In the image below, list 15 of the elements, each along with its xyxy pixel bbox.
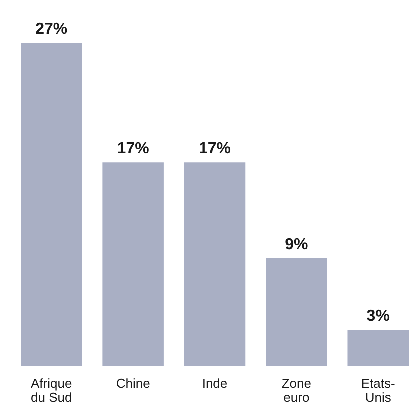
data-label: 17% — [117, 140, 150, 158]
data-label: 3% — [366, 308, 390, 326]
bar — [102, 162, 164, 366]
x-tick-label: Afrique du Sud — [31, 376, 72, 405]
data-label: 9% — [285, 236, 308, 254]
x-tick-label: Zone euro — [282, 376, 312, 405]
x-tick-label: Chine — [116, 376, 150, 391]
bar — [348, 330, 409, 366]
x-tick-label: Etats-Unis — [361, 376, 396, 405]
data-label: 17% — [198, 140, 232, 158]
bar — [184, 162, 246, 366]
x-tick-label: Inde — [202, 376, 228, 391]
data-label: 27% — [36, 21, 68, 38]
bar — [266, 258, 328, 366]
bar — [21, 43, 82, 366]
